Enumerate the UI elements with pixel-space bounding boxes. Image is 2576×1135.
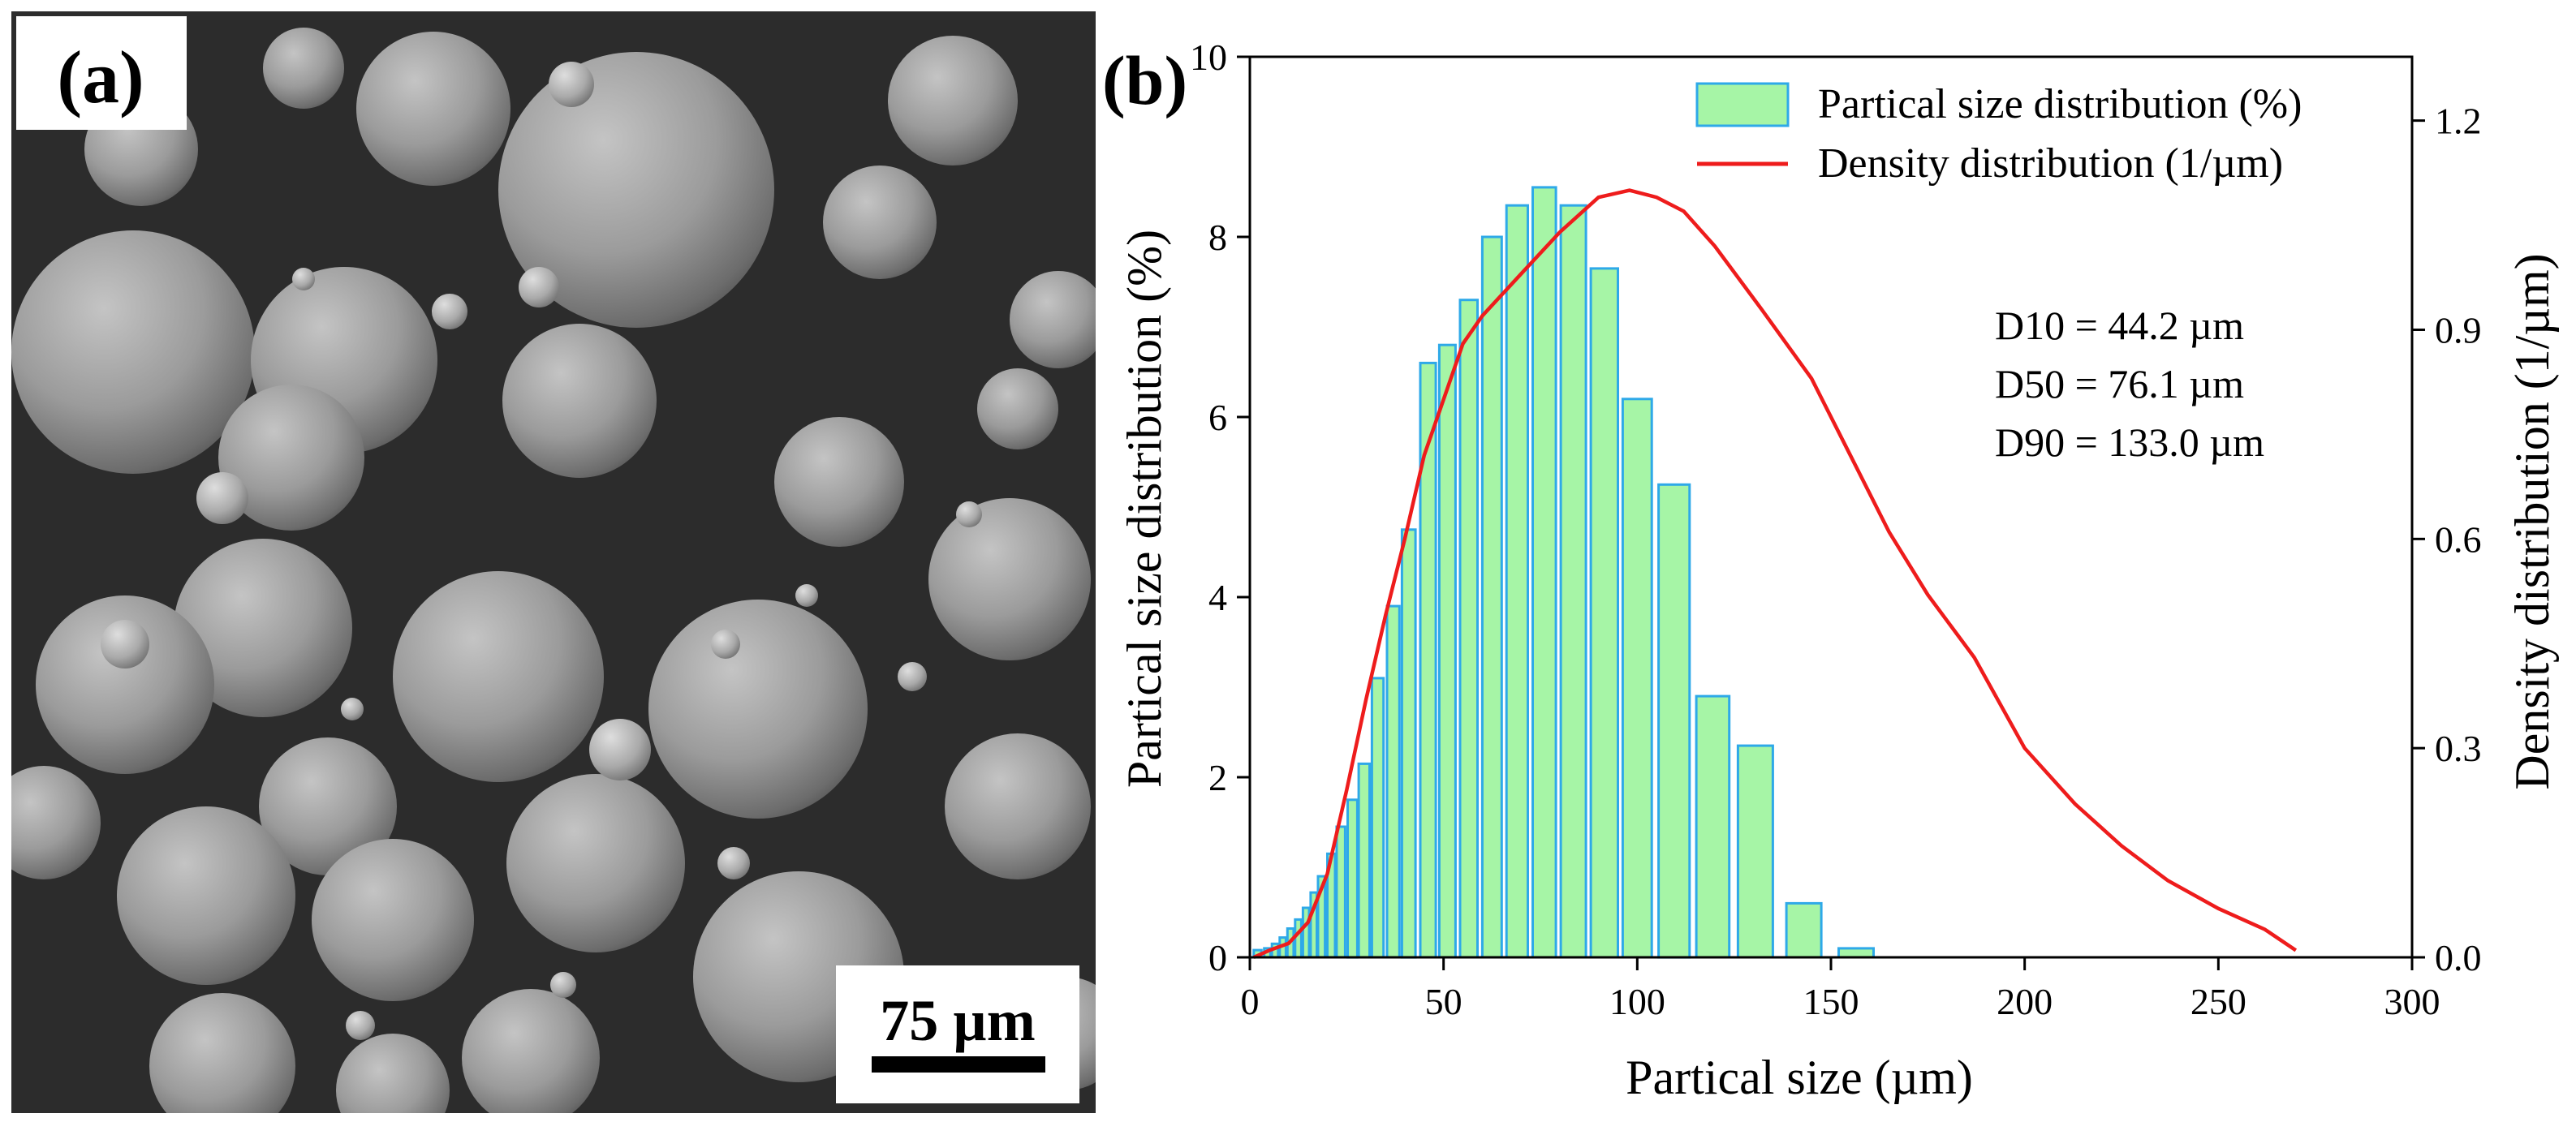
y-axis-title: Partical size distribution (%) (1118, 230, 1171, 788)
y2-axis-title: Density distribution (1/µm) (2505, 253, 2559, 789)
size-distribution-chart: 0 50 100 150 200 250 300 0 2 4 6 8 10 0.0 0.3 0.6 0.9 1.2… (1102, 37, 2559, 1104)
y-tick-label: 4 (1208, 577, 1227, 618)
bar (1458, 299, 1479, 959)
x-axis-title: Partical size (µm) (1626, 1051, 1973, 1104)
y2-tick-label: 0.3 (2435, 728, 2482, 769)
x-tick-label: 250 (2190, 981, 2246, 1022)
scale-bar-label: 75 µm (880, 988, 1035, 1053)
bar (1370, 677, 1385, 959)
scale-bar (872, 1056, 1045, 1073)
x-tick-label: 150 (1803, 981, 1859, 1022)
bar (1621, 398, 1653, 959)
bar (1785, 901, 1823, 959)
powder-particles (11, 28, 1096, 1113)
bar (1480, 235, 1503, 959)
satellite-particles (101, 62, 982, 1040)
y2-tick-label: 0.6 (2435, 518, 2482, 560)
bar (1346, 798, 1359, 959)
annotation-d90: D90 = 133.0 µm (1995, 419, 2264, 465)
bar (1531, 186, 1557, 959)
y-tick-label: 8 (1208, 217, 1227, 258)
annotation-d50: D50 = 76.1 µm (1995, 361, 2244, 406)
bar (1589, 267, 1619, 959)
bar (1736, 744, 1774, 959)
x-tick-label: 200 (1997, 981, 2053, 1022)
y-tick-label: 0 (1208, 937, 1227, 978)
y2-tick-label: 0.9 (2435, 309, 2482, 350)
bar (1357, 762, 1372, 959)
legend-bar-label: Partical size distribution (%) (1818, 81, 2302, 127)
x-tick-label: 0 (1241, 981, 1260, 1022)
legend-line-label: Density distribution (1/µm) (1818, 140, 2283, 187)
bar (1695, 694, 1731, 959)
legend-bar-swatch (1695, 82, 1790, 127)
x-tick-label: 50 (1425, 981, 1462, 1022)
bar (1437, 343, 1457, 959)
density-line (1252, 188, 2298, 960)
bar (1837, 947, 1875, 959)
legend: Partical size distribution (%) Density d… (1695, 81, 2302, 187)
bar (1505, 204, 1530, 959)
panel-b-label: (b) (1102, 41, 1187, 119)
histogram-bars (1252, 186, 1875, 959)
bar (1294, 918, 1303, 959)
x-tick-label: 100 (1609, 981, 1665, 1022)
y2-tick-label: 1.2 (2435, 101, 2482, 142)
axes: 0 50 100 150 200 250 300 0 2 4 6 8 10 0.0 0.3 0.6 0.9 1.2 (1190, 37, 2482, 1022)
bar (1559, 204, 1587, 959)
d-value-annotations: D10 = 44.2 µm D50 = 76.1 µm D90 = 133.0 … (1995, 303, 2264, 465)
y-tick-label: 10 (1190, 37, 1227, 78)
bar (1301, 906, 1311, 959)
bar (1335, 825, 1346, 959)
y2-tick-label: 0.0 (2435, 937, 2482, 978)
bar (1400, 528, 1417, 959)
x-tick-label: 300 (2384, 981, 2440, 1022)
panel-a-label: (a) (57, 36, 144, 118)
panel-a-label-box (16, 16, 187, 130)
bar (1657, 483, 1691, 959)
bar (1419, 361, 1437, 959)
scale-bar-box (836, 965, 1079, 1103)
y-tick-label: 2 (1208, 757, 1227, 798)
y-tick-label: 6 (1208, 397, 1227, 438)
bar (1385, 604, 1401, 959)
annotation-d10: D10 = 44.2 µm (1995, 303, 2244, 348)
sem-micrograph: (a) 75 µm (11, 11, 1096, 1113)
